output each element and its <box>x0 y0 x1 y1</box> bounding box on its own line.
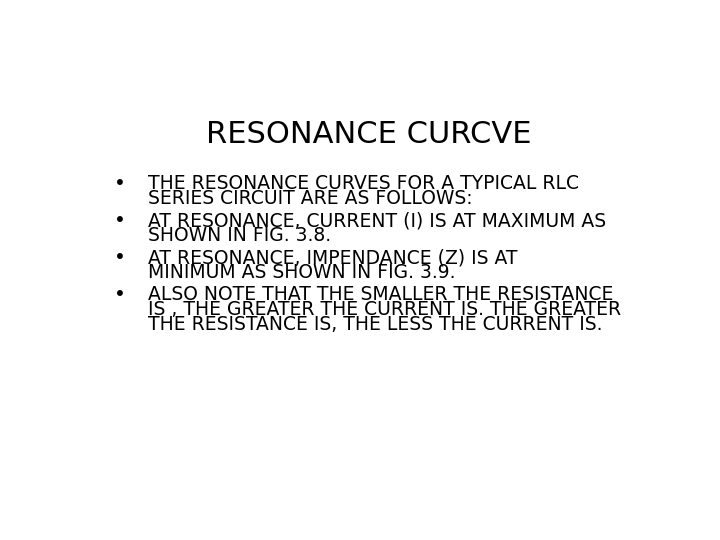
Text: SERIES CIRCUIT ARE AS FOLLOWS:: SERIES CIRCUIT ARE AS FOLLOWS: <box>148 189 473 208</box>
Text: RESONANCE CURCVE: RESONANCE CURCVE <box>206 120 532 149</box>
Text: •: • <box>114 248 125 267</box>
Text: ALSO NOTE THAT THE SMALLER THE RESISTANCE: ALSO NOTE THAT THE SMALLER THE RESISTANC… <box>148 285 613 304</box>
Text: •: • <box>114 211 125 230</box>
Text: AT RESONANCE, CURRENT (I) IS AT MAXIMUM AS: AT RESONANCE, CURRENT (I) IS AT MAXIMUM … <box>148 211 606 230</box>
Text: SHOWN IN FIG. 3.8.: SHOWN IN FIG. 3.8. <box>148 226 331 245</box>
Text: •: • <box>114 174 125 193</box>
Text: •: • <box>114 285 125 304</box>
Text: AT RESONANCE, IMPENDANCE (Z) IS AT: AT RESONANCE, IMPENDANCE (Z) IS AT <box>148 248 518 267</box>
Text: MINIMUM AS SHOWN IN FIG. 3.9.: MINIMUM AS SHOWN IN FIG. 3.9. <box>148 263 456 282</box>
Text: THE RESISTANCE IS, THE LESS THE CURRENT IS.: THE RESISTANCE IS, THE LESS THE CURRENT … <box>148 315 603 334</box>
Text: THE RESONANCE CURVES FOR A TYPICAL RLC: THE RESONANCE CURVES FOR A TYPICAL RLC <box>148 174 579 193</box>
Text: IS , THE GREATER THE CURRENT IS. THE GREATER: IS , THE GREATER THE CURRENT IS. THE GRE… <box>148 300 621 319</box>
